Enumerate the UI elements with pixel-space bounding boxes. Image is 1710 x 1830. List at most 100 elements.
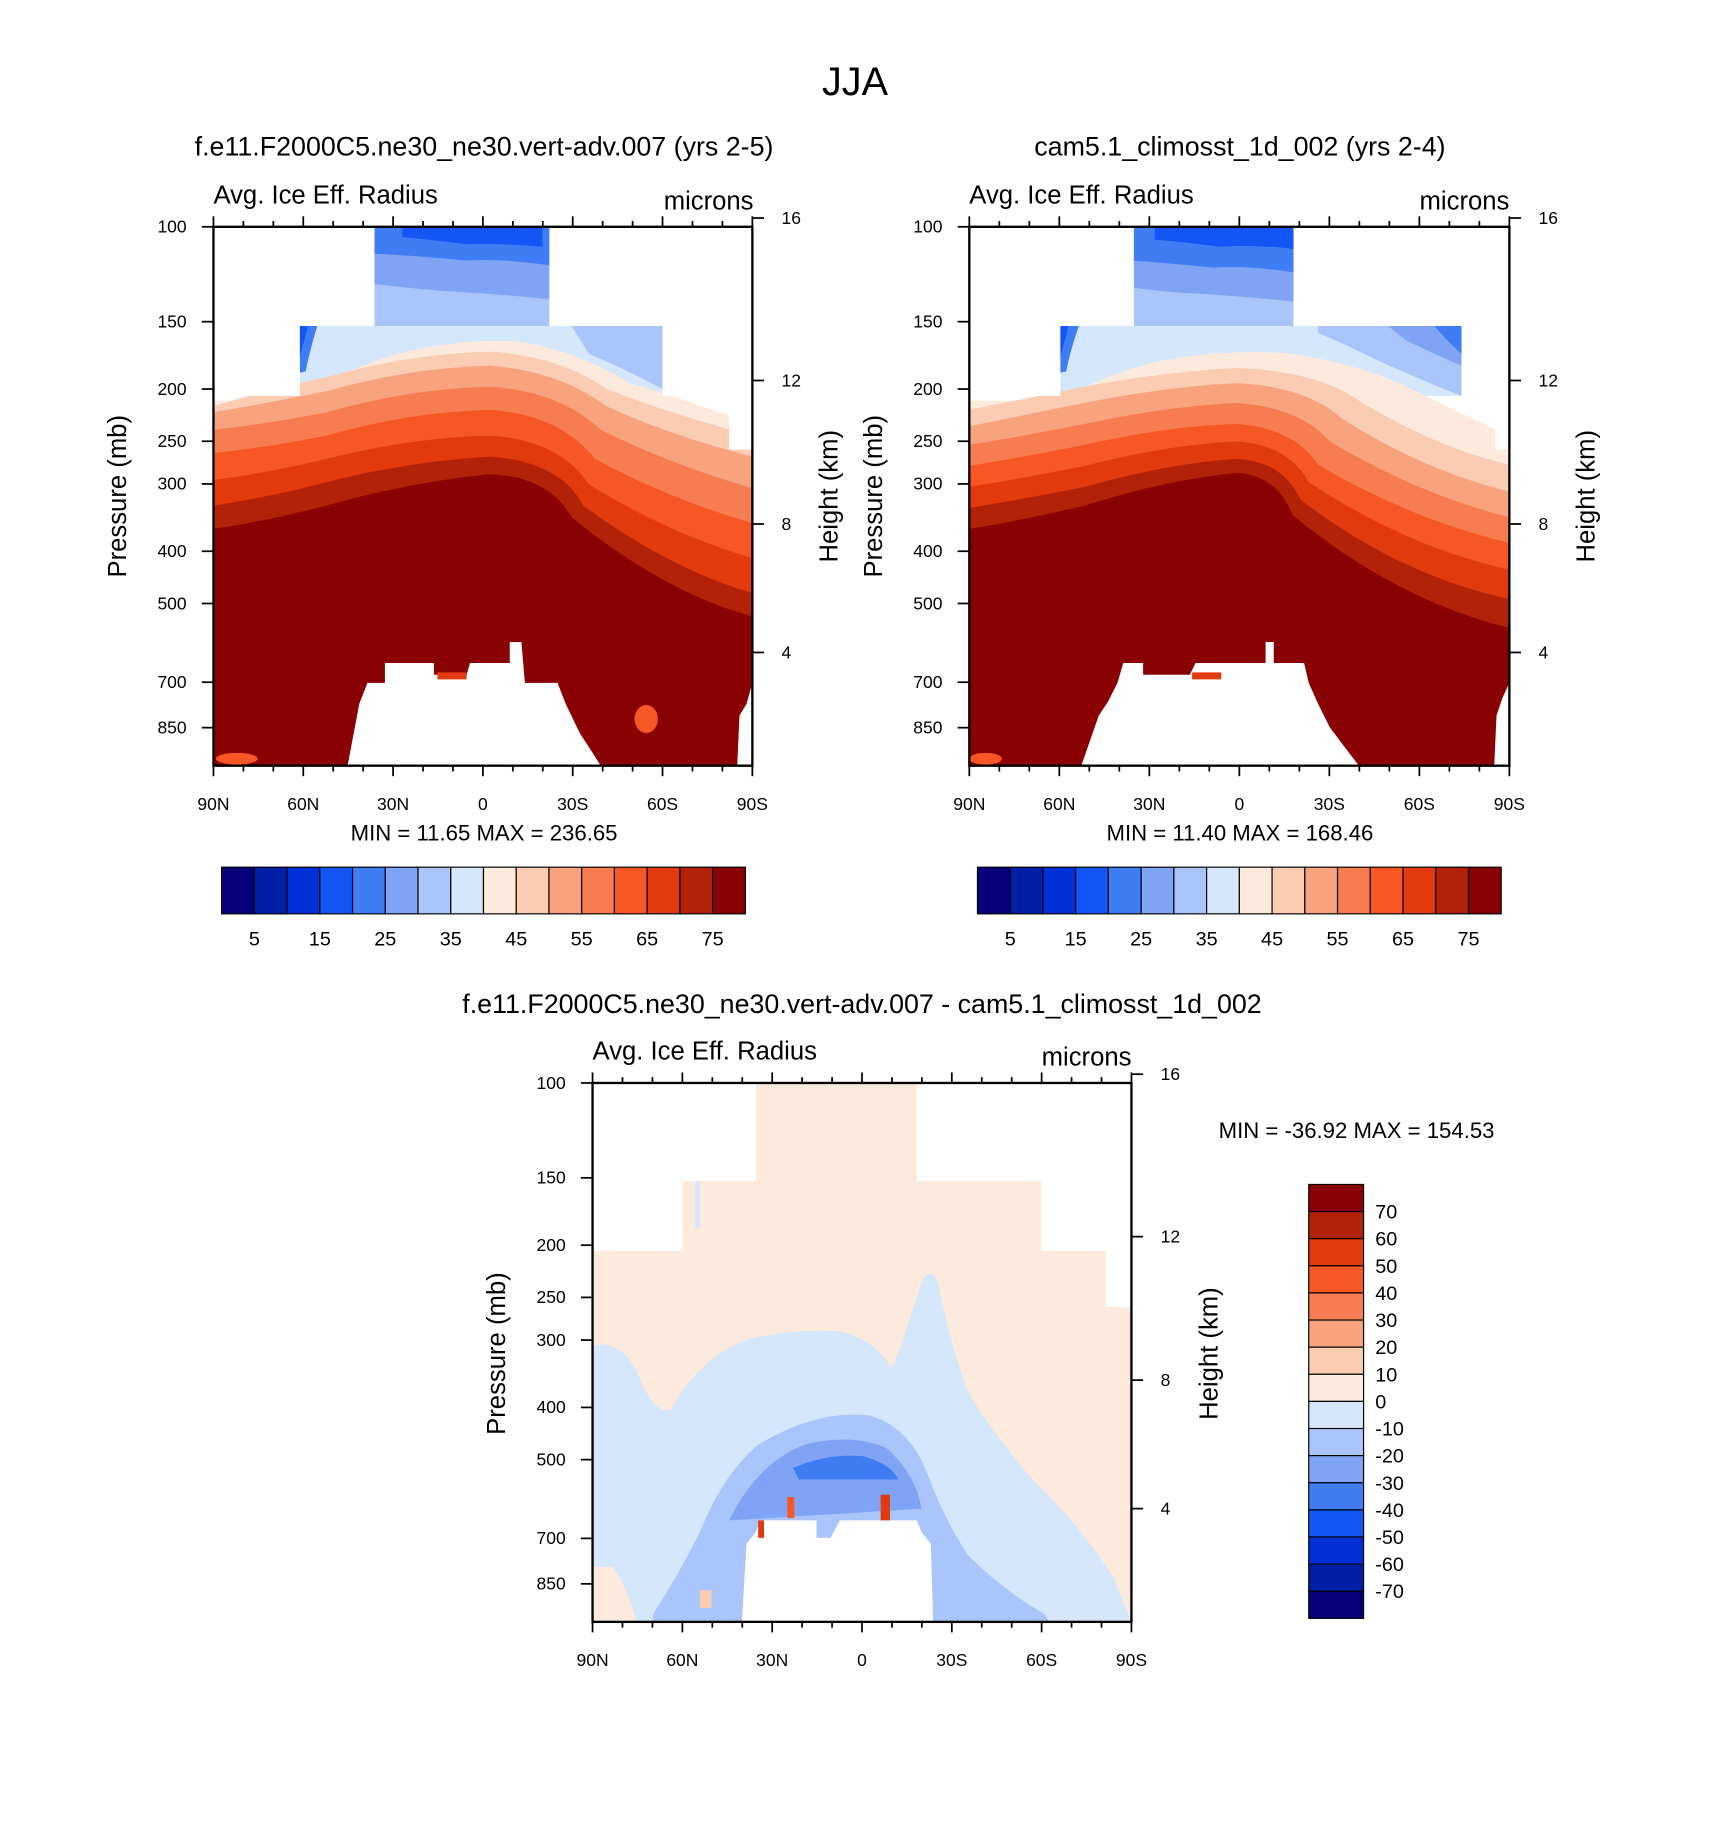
panel-diff-ylabel: Pressure (mb) xyxy=(483,1272,511,1435)
panel-a-colorbar: 5 15 25 35 45 55 65 75 xyxy=(221,866,746,950)
panel-a-stats: MIN = 11.65 MAX = 236.65 xyxy=(351,820,618,845)
colorbar-label: 15 xyxy=(309,928,331,950)
colorbar-label: 70 xyxy=(1375,1202,1397,1224)
colorbar-label: -10 xyxy=(1375,1419,1404,1441)
colorbar-label: -50 xyxy=(1375,1527,1404,1549)
colorbar-swatch xyxy=(1308,1319,1365,1348)
colorbar-swatch xyxy=(712,866,746,915)
y-tick-label: 400 xyxy=(157,541,186,561)
colorbar-label: 10 xyxy=(1375,1364,1397,1386)
colorbar-label: 75 xyxy=(1457,928,1479,950)
colorbar-swatch xyxy=(581,866,616,915)
y-tick-label: 150 xyxy=(537,1168,566,1188)
panel-diff-spike-4 xyxy=(699,1590,712,1608)
colorbar-label: 55 xyxy=(1327,928,1349,950)
colorbar-swatch xyxy=(1304,866,1339,915)
colorbar-label: 45 xyxy=(1261,928,1283,950)
colorbar-swatch xyxy=(613,866,648,915)
panel-a-ylabel-right: Height (km) xyxy=(816,430,844,563)
panel-b-stats: MIN = 11.40 MAX = 168.46 xyxy=(1106,820,1373,845)
panel-b-field-label: Avg. Ice Eff. Radius xyxy=(969,181,1193,209)
colorbar-swatch xyxy=(417,866,452,915)
panel-b-blob-2 xyxy=(1192,672,1222,680)
panel-a-mask-upper-left xyxy=(213,226,375,396)
colorbar-swatch xyxy=(1009,866,1044,915)
panel-b-mask-surface-right xyxy=(1494,682,1510,766)
colorbar-swatch xyxy=(1075,866,1109,915)
colorbar-label: 60 xyxy=(1375,1229,1397,1251)
y-tick-label: 400 xyxy=(913,541,942,561)
z-tick-label: 4 xyxy=(1161,1498,1171,1518)
x-tick-label: 0 xyxy=(857,1650,867,1670)
panel-b-mask-upper-right xyxy=(1293,226,1510,450)
colorbar-swatch xyxy=(1206,866,1240,915)
y-tick-label: 200 xyxy=(157,379,186,399)
y-tick-label: 250 xyxy=(157,431,186,451)
colorbar-label: 5 xyxy=(1005,928,1016,950)
colorbar-swatch xyxy=(1308,1482,1365,1511)
colorbar-swatch xyxy=(1308,1509,1365,1538)
y-tick-label: 850 xyxy=(537,1574,566,1594)
panel-diff-spike-2 xyxy=(787,1497,795,1519)
panel-diff-colorbar: 70 60 50 40 30 20 10 0 -10 -20 -30 -40 -50 -60 -70 xyxy=(1308,1183,1404,1619)
colorbar-swatch xyxy=(976,866,1011,915)
colorbar-swatch xyxy=(1308,1183,1365,1213)
panel-a-mask-surface-right xyxy=(737,682,753,766)
colorbar-swatch xyxy=(1402,866,1437,915)
colorbar-swatch xyxy=(1308,1563,1365,1592)
z-tick-label: 8 xyxy=(1161,1370,1171,1390)
x-tick-label: 30S xyxy=(936,1650,967,1670)
colorbar-swatch xyxy=(253,866,288,915)
colorbar-label: 5 xyxy=(249,928,260,950)
panel-diff-spike-1 xyxy=(758,1520,765,1538)
colorbar-label: 35 xyxy=(440,928,462,950)
colorbar-label: 45 xyxy=(505,928,527,950)
panel-diff-spike-3 xyxy=(880,1494,890,1521)
colorbar-label: -70 xyxy=(1375,1581,1404,1603)
panel-b-title: cam5.1_climosst_1d_002 (yrs 2-4) xyxy=(1034,132,1445,162)
colorbar-swatch xyxy=(351,866,386,915)
colorbar-swatch xyxy=(1308,1265,1365,1294)
colorbar-swatch xyxy=(1308,1210,1365,1240)
x-tick-label: 30S xyxy=(1314,794,1345,814)
panel-a-ylabel: Pressure (mb) xyxy=(104,415,132,578)
colorbar-swatch xyxy=(1308,1238,1365,1267)
panel-b-mask-surface xyxy=(1081,642,1359,766)
panel-diff-positive-patch-left xyxy=(592,1567,636,1622)
colorbar-swatch xyxy=(1308,1536,1365,1565)
y-tick-label: 850 xyxy=(157,717,186,737)
x-tick-label: 0 xyxy=(1234,794,1244,814)
panel-a-field-label: Avg. Ice Eff. Radius xyxy=(213,181,437,209)
colorbar-label: 50 xyxy=(1375,1256,1397,1278)
colorbar-swatch xyxy=(450,866,485,915)
colorbar-swatch xyxy=(1308,1427,1365,1457)
y-tick-label: 200 xyxy=(537,1235,566,1255)
colorbar-swatch xyxy=(1308,1373,1365,1402)
colorbar-label: -40 xyxy=(1375,1500,1404,1522)
colorbar-label: 35 xyxy=(1196,928,1218,950)
x-tick-label: 90S xyxy=(1494,794,1525,814)
panel-a-blob-2 xyxy=(215,752,258,765)
panel-diff-mask-upper-left xyxy=(592,1082,756,1251)
colorbar-swatch xyxy=(646,866,681,915)
panel-diff: f.e11.F2000C5.ne30_ne30.vert-adv.007 - c… xyxy=(462,989,1494,1670)
x-tick-label: 0 xyxy=(478,794,488,814)
x-tick-label: 90N xyxy=(953,794,985,814)
colorbar-label: 75 xyxy=(702,928,724,950)
figure-title: JJA xyxy=(822,60,889,104)
colorbar-swatch xyxy=(1271,866,1306,915)
colorbar-swatch xyxy=(1107,866,1142,915)
y-tick-label: 100 xyxy=(537,1073,566,1093)
panel-b-band-150-left-dark xyxy=(1060,325,1069,357)
panel-a-mask-upper-right xyxy=(549,226,753,450)
panel-diff-sliver xyxy=(695,1180,700,1228)
z-tick-label: 12 xyxy=(1161,1226,1180,1246)
panel-a-band-150-right xyxy=(571,325,663,389)
panel-diff-ylabel-right: Height (km) xyxy=(1196,1287,1224,1420)
x-tick-label: 30N xyxy=(1133,794,1165,814)
y-tick-label: 200 xyxy=(913,379,942,399)
z-tick-label: 12 xyxy=(782,370,801,390)
colorbar-swatch xyxy=(384,866,419,915)
x-tick-label: 30N xyxy=(756,1650,788,1670)
